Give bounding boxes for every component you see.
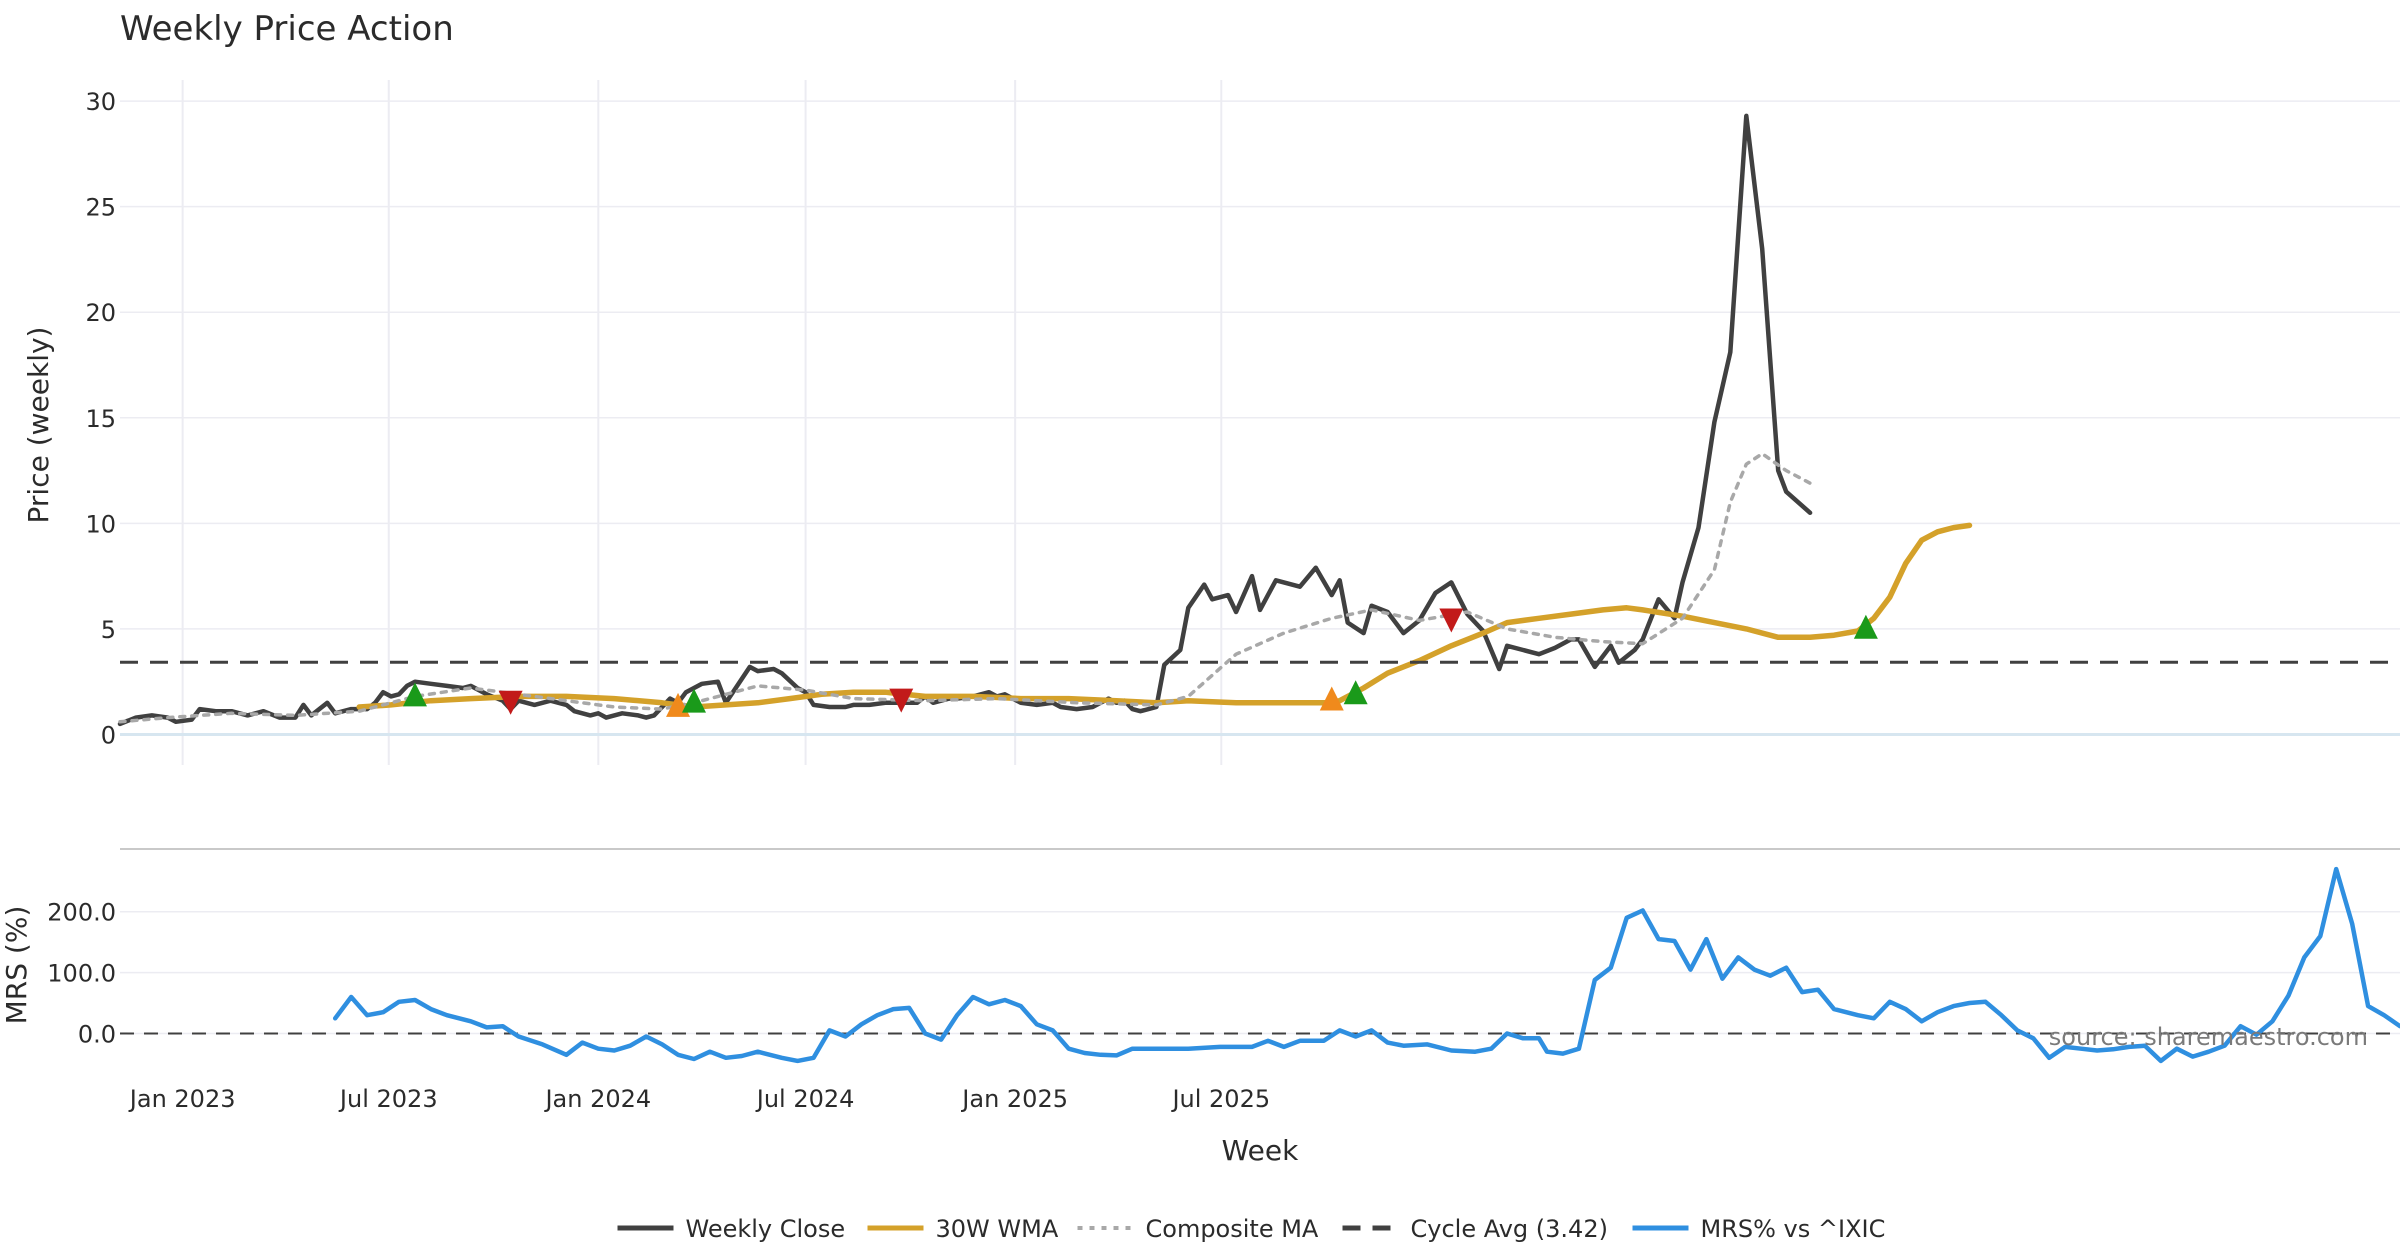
buy-signal-marker bbox=[681, 688, 706, 713]
mrs-y-tick-label: 100.0 bbox=[47, 960, 116, 988]
x-tick-label: Jul 2024 bbox=[755, 1085, 855, 1113]
legend: Weekly Close 30W WMA Composite MA Cycle Avg… bbox=[617, 1215, 1886, 1243]
mrs-y-tick-label: 200.0 bbox=[47, 899, 116, 927]
buy-alt-signal-marker bbox=[1319, 686, 1344, 711]
price-y-tick-label: 25 bbox=[85, 194, 116, 222]
buy-signal-marker bbox=[1853, 614, 1878, 639]
x-tick-label: Jan 2023 bbox=[128, 1085, 236, 1113]
price-y-tick-label: 20 bbox=[85, 299, 116, 327]
source-annotation: source: sharemaestro.com bbox=[2049, 1023, 2368, 1051]
price-y-tick-label: 10 bbox=[85, 510, 116, 538]
price-panel-grid: 0 5 10 15 20 25 30 bbox=[85, 80, 2400, 765]
x-tick-label: Jul 2025 bbox=[1170, 1085, 1270, 1113]
mrs-y-axis-title: MRS (%) bbox=[0, 906, 33, 1025]
series-line-composite-ma bbox=[118, 451, 1812, 724]
price-y-tick-label: 15 bbox=[85, 405, 116, 433]
legend-label: MRS% vs ^IXIC bbox=[1701, 1215, 1886, 1243]
price-y-tick-label: 0 bbox=[101, 721, 116, 749]
x-axis-title: Week bbox=[1222, 1134, 1299, 1167]
sell-signal-marker bbox=[1439, 608, 1464, 633]
price-y-tick-label: 5 bbox=[101, 616, 116, 644]
sell-signal-marker bbox=[498, 690, 523, 715]
x-tick-label: Jan 2024 bbox=[543, 1085, 651, 1113]
price-y-tick-label: 30 bbox=[85, 88, 116, 116]
x-tick-label: Jul 2023 bbox=[338, 1085, 438, 1113]
series-line-30w-wma bbox=[356, 522, 1973, 710]
series-line-weekly-close bbox=[117, 113, 1813, 727]
chart-title: Weekly Price Action bbox=[120, 9, 454, 49]
series-line-mrs-vs-ixic bbox=[332, 866, 2400, 1064]
legend-label: Composite MA bbox=[1146, 1215, 1319, 1243]
buy-signal-marker bbox=[402, 682, 427, 707]
sell-signal-marker bbox=[889, 688, 914, 713]
legend-label: Weekly Close bbox=[686, 1215, 846, 1243]
legend-label: 30W WMA bbox=[936, 1215, 1059, 1243]
signal-markers bbox=[402, 608, 1878, 717]
price-y-axis-title: Price (weekly) bbox=[22, 327, 55, 524]
mrs-y-tick-label: 0.0 bbox=[78, 1020, 116, 1048]
x-tick-label: Jan 2025 bbox=[960, 1085, 1068, 1113]
mrs-panel-grid: Jan 2023 Jul 2023 Jan 2024 Jul 2024 Jan 2025… bbox=[47, 899, 2400, 1113]
buy-signal-marker bbox=[1343, 680, 1368, 705]
mrs-series-layer bbox=[332, 866, 2400, 1064]
legend-label: Cycle Avg (3.42) bbox=[1411, 1215, 1608, 1243]
